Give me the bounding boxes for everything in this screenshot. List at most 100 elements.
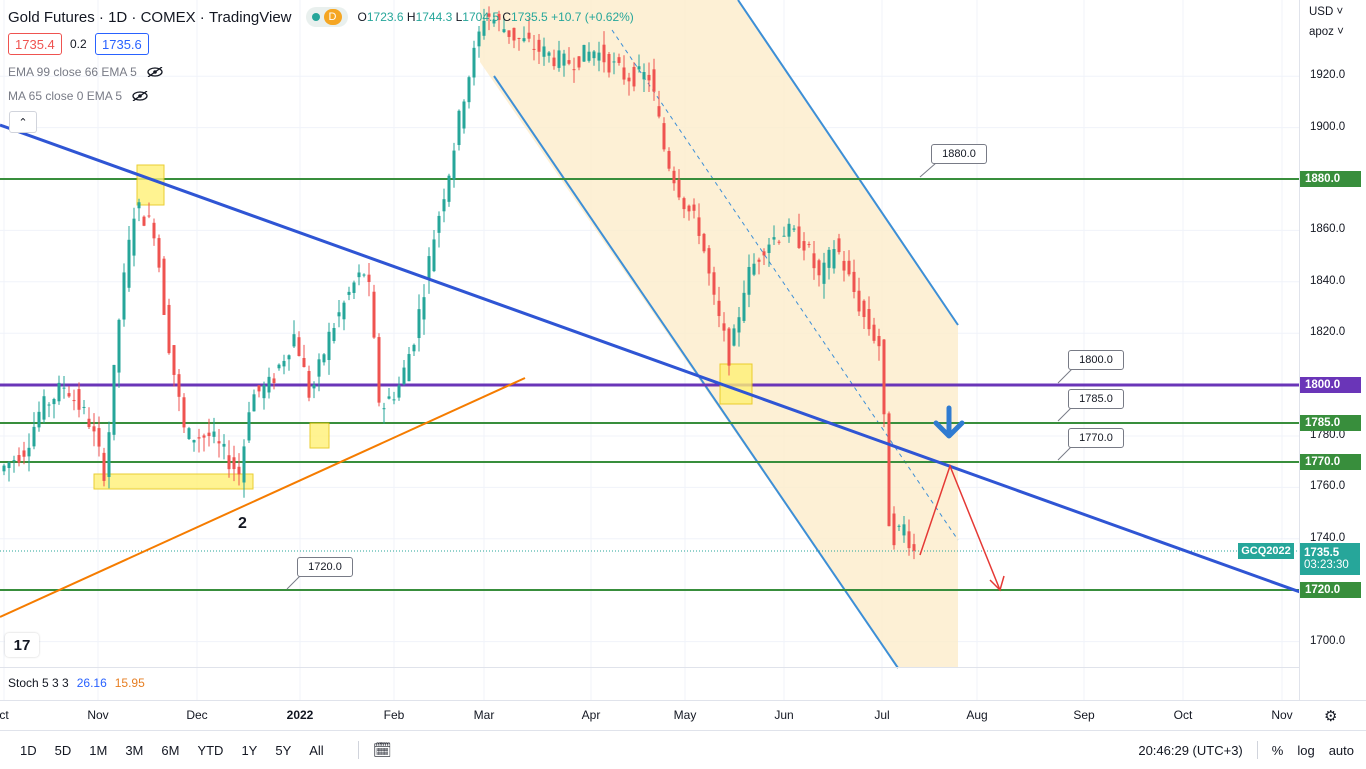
pane-divider[interactable] (0, 667, 1299, 668)
candle-body (202, 435, 206, 438)
candle-body (217, 441, 221, 444)
chevron-up-icon: ⌃ (18, 116, 28, 129)
ema-indicator[interactable]: EMA 99 close 66 EMA 5 (8, 65, 163, 79)
time-tick-label: 2022 (286, 708, 314, 722)
hidden-eye-icon[interactable] (132, 91, 148, 101)
candle-body (367, 274, 371, 283)
candle-body (872, 324, 876, 341)
market-open-icon (311, 13, 320, 21)
candle-body (47, 404, 51, 406)
candle-body (527, 32, 531, 39)
candle-body (847, 260, 851, 275)
candle-body (852, 271, 856, 292)
candle-body (627, 77, 631, 82)
time-tick-label: Jul (874, 708, 890, 722)
collapse-legend-button[interactable]: ⌃ (9, 111, 37, 133)
market-status[interactable]: D (305, 7, 348, 27)
candle-body (577, 56, 581, 68)
candle-body (602, 44, 606, 63)
unit-selector[interactable]: apoz ˅ (1309, 26, 1344, 38)
candle-body (262, 385, 266, 399)
bottom-toolbar: 1D 5D 1M 3M 6M YTD 1Y 5Y All 🗓 20:46:29 (UTC+3) … (0, 730, 1366, 769)
log-toggle[interactable]: log (1297, 742, 1315, 758)
hidden-eye-icon[interactable] (147, 67, 163, 77)
stoch-legend[interactable]: Stoch 5 3 3 26.16 15.95 (8, 676, 145, 690)
candle-body (152, 222, 156, 239)
buy-button[interactable]: 1735.6 (95, 33, 149, 55)
interval-label[interactable]: 1D (108, 8, 128, 26)
candle-body (737, 317, 741, 333)
down-arrow-icon (933, 405, 965, 439)
timeframe-button-1y[interactable]: 1Y (241, 742, 258, 758)
candle-body (857, 290, 861, 312)
candle-body (447, 175, 451, 202)
tradingview-logo[interactable]: 17 (5, 633, 39, 657)
timeframe-button-5y[interactable]: 5Y (275, 742, 292, 758)
candle-body (667, 151, 671, 169)
timeframe-button-5d[interactable]: 5D (54, 742, 72, 758)
candle-body (877, 336, 881, 347)
symbol-title[interactable]: Gold Futures (8, 8, 95, 26)
candle-body (767, 244, 771, 253)
timeframe-button-6m[interactable]: 6M (161, 742, 180, 758)
price-tick-label: 1820.0 (1310, 326, 1346, 339)
currency-selector[interactable]: USD ˅ (1309, 6, 1344, 18)
candle-body (837, 238, 841, 253)
level-label-1770[interactable]: 1770.0 (1068, 428, 1124, 448)
time-tick-label: Oct (1173, 708, 1193, 722)
timeframe-button-3m[interactable]: 3M (125, 742, 144, 758)
candle-body (227, 455, 231, 470)
forecast-arrowhead (989, 575, 1005, 592)
date-range-icon[interactable]: 🗓 (372, 742, 392, 759)
candle-body (697, 217, 701, 236)
auto-toggle[interactable]: auto (1328, 742, 1354, 758)
candle-body (437, 215, 441, 233)
forecast-path (919, 463, 1001, 591)
level-label-1800[interactable]: 1800.0 (1068, 350, 1124, 370)
candle-body (867, 309, 871, 330)
candle-body (662, 123, 666, 150)
level-label-1720[interactable]: 1720.0 (297, 557, 353, 577)
candle-body (352, 282, 356, 293)
timeframe-button-1m[interactable]: 1M (89, 742, 108, 758)
ma-indicator[interactable]: MA 65 close 0 EMA 5 (8, 89, 148, 103)
candle-body (887, 413, 891, 527)
candle-body (157, 238, 161, 268)
candle-body (807, 244, 811, 246)
candle-body (812, 253, 816, 269)
timeframe-button-ytd[interactable]: YTD (197, 742, 224, 758)
chart-header: Gold Futures · 1D · COMEX · TradingView … (8, 7, 634, 27)
candle-body (707, 248, 711, 274)
level-label-1880[interactable]: 1880.0 (931, 144, 987, 164)
sell-button[interactable]: 1735.4 (8, 33, 62, 55)
candle-body (162, 258, 166, 315)
price-tick-label: 1700.0 (1310, 634, 1346, 647)
candle-body (147, 215, 151, 217)
candle-body (362, 274, 366, 276)
candle-body (557, 50, 561, 68)
timeframe-button-1d[interactable]: 1D (20, 742, 37, 758)
candle-body (542, 46, 546, 57)
percent-toggle[interactable]: % (1271, 742, 1284, 758)
candle-body (717, 300, 721, 317)
timeframe-button-all[interactable]: All (309, 742, 324, 758)
candle-body (237, 466, 241, 475)
descending-channel (480, 0, 958, 668)
candle-body (117, 319, 121, 373)
settings-gear-icon[interactable]: ⚙ (1324, 708, 1338, 725)
price-tick-label: 1920.0 (1310, 69, 1346, 82)
candle-body (432, 239, 436, 272)
candle-body (417, 309, 421, 339)
candle-body (817, 260, 821, 276)
candle-body (122, 272, 126, 320)
time-axis[interactable] (0, 700, 1366, 731)
candle-body (257, 385, 261, 392)
candle-body (282, 360, 286, 367)
candle-body (82, 406, 86, 408)
price-chart[interactable] (0, 0, 1300, 700)
clock[interactable]: 20:46:29 (UTC+3) (1138, 742, 1243, 758)
candle-body (87, 418, 91, 428)
candle-body (492, 19, 496, 24)
candle-body (322, 354, 326, 363)
level-label-1785[interactable]: 1785.0 (1068, 389, 1124, 409)
